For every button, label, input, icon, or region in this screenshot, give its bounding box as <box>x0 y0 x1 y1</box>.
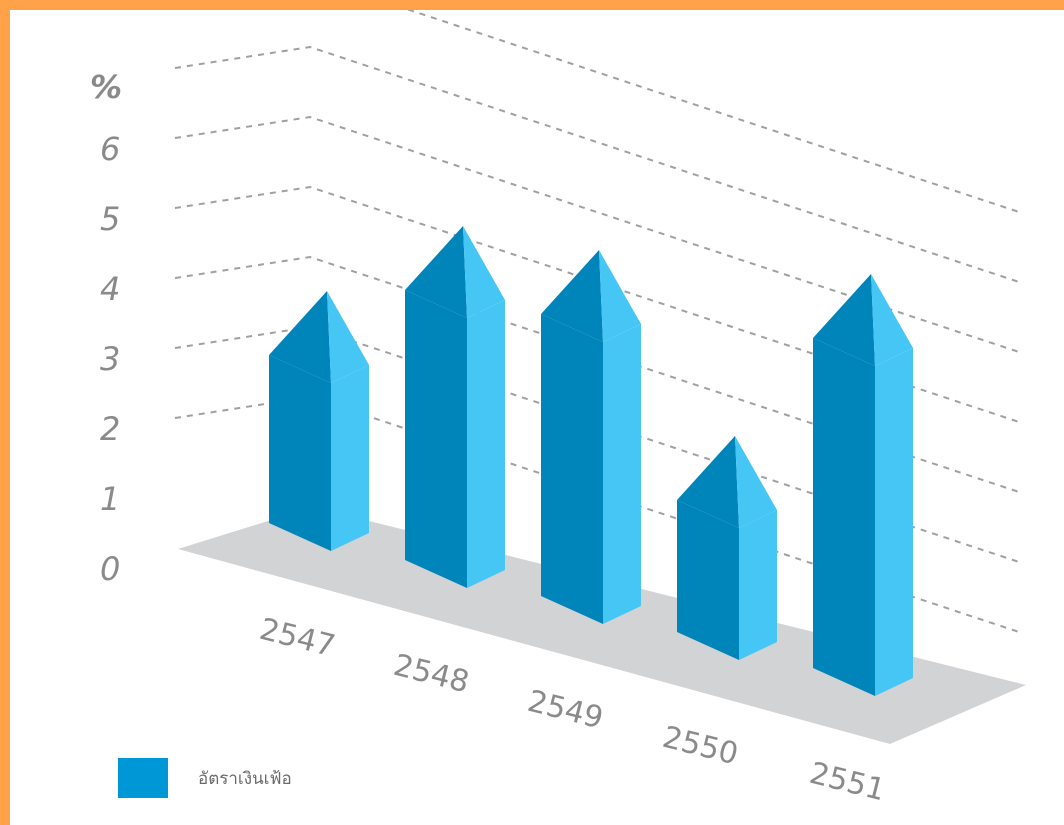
bar-tip-front <box>269 291 331 383</box>
gridline <box>406 10 1023 214</box>
legend-label: อัตราเงินเฟ้อ <box>198 768 292 789</box>
gridline <box>174 115 1023 354</box>
bar <box>541 250 641 624</box>
bar-tip-front <box>541 250 603 342</box>
bar-tip-side <box>463 226 505 318</box>
x-tick-label: 2550 <box>659 720 742 772</box>
y-tick-label: 3 <box>100 340 120 378</box>
bar-side-face <box>331 365 369 551</box>
bar-front-face <box>405 290 467 588</box>
bar <box>677 436 777 660</box>
legend-swatch <box>118 758 168 798</box>
gridline <box>174 255 1023 494</box>
bar-tip-side <box>327 291 369 383</box>
bar <box>405 226 505 588</box>
bar-chart: % 0 1 2 3 4 5 6 2547 2548 2549 2550 2551 <box>90 10 1026 808</box>
bar-tip-side <box>599 250 641 342</box>
gridline <box>174 45 1023 284</box>
y-tick-label: 4 <box>100 270 120 308</box>
bar-front-face <box>269 355 331 551</box>
chart-frame: % 0 1 2 3 4 5 6 2547 2548 2549 2550 2551 อัตราเงิน… <box>10 10 1064 825</box>
bar-side-face <box>603 324 641 624</box>
bar-front-face <box>677 500 739 660</box>
x-tick-label: 2551 <box>806 756 889 808</box>
bar-tip-front <box>677 436 739 528</box>
x-tick-label: 2549 <box>524 684 607 736</box>
bar-tip-front <box>813 274 875 366</box>
bar-tip-side <box>871 274 913 366</box>
x-tick-label: 2547 <box>256 612 339 664</box>
bar <box>269 291 369 551</box>
bar-tip-side <box>735 436 777 528</box>
y-axis: % 0 1 2 3 4 5 6 <box>90 68 122 588</box>
chart-floor <box>178 507 1026 744</box>
bar-tip-front <box>405 226 467 318</box>
bar-side-face <box>467 300 505 588</box>
bars <box>269 226 913 696</box>
y-tick-label: 1 <box>100 480 120 518</box>
x-tick-label: 2548 <box>390 648 473 700</box>
bar-front-face <box>813 338 875 696</box>
floor-plane <box>178 507 1026 744</box>
bar-side-face <box>739 510 777 660</box>
y-tick-label: 5 <box>100 200 120 238</box>
y-unit-label: % <box>90 68 122 106</box>
bar <box>813 274 913 696</box>
y-tick-label: 2 <box>100 410 120 448</box>
legend: อัตราเงินเฟ้อ <box>118 758 292 798</box>
gridline <box>174 185 1023 424</box>
y-tick-label: 0 <box>100 550 120 588</box>
bar-front-face <box>541 314 603 624</box>
y-tick-label: 6 <box>100 130 120 168</box>
bar-side-face <box>875 348 913 696</box>
